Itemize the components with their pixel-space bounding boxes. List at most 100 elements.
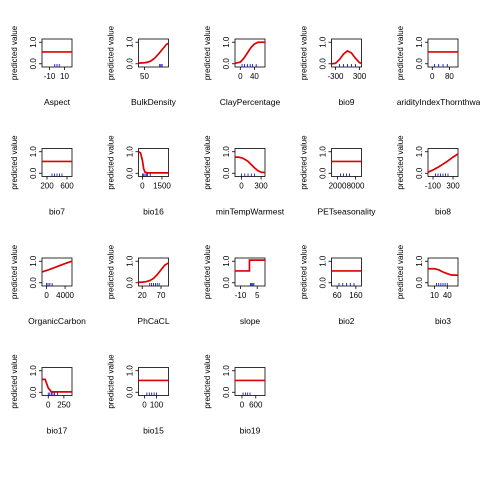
y-tick-label: 0.0 bbox=[126, 386, 135, 398]
y-tick-label: 1.0 bbox=[126, 365, 135, 377]
plot-frame bbox=[234, 148, 266, 177]
x-axis-label: bio17 bbox=[47, 426, 68, 436]
plot-frame bbox=[331, 38, 362, 68]
x-tick-label: 0 bbox=[142, 401, 147, 410]
response-curve bbox=[138, 262, 169, 284]
response-curve bbox=[235, 156, 266, 174]
plot-frame bbox=[234, 257, 266, 287]
x-tick-label: 600 bbox=[249, 401, 263, 410]
x-tick-label: -10 bbox=[235, 291, 247, 300]
x-tick-label: -300 bbox=[327, 72, 344, 81]
panel-17: predicted value 0.0 1.0 0 100 bio15 bbox=[107, 354, 169, 436]
panel-1: predicted value 0.0 1.0 -10 10 Aspect bbox=[10, 25, 73, 107]
x-tick-label: 0 bbox=[239, 182, 244, 191]
y-tick-label: 0.0 bbox=[222, 167, 231, 179]
y-axis-label: predicted value bbox=[10, 25, 19, 80]
y-tick-label: 0.0 bbox=[415, 277, 424, 289]
y-tick-label: 1.0 bbox=[29, 146, 38, 158]
y-tick-label: 0.0 bbox=[29, 167, 38, 179]
plot-frame bbox=[427, 148, 459, 177]
x-tick-label: 300 bbox=[254, 182, 268, 191]
panel-5: predicted value 0.0 1.0 0 80 aridityIndexThor… bbox=[396, 25, 480, 107]
plot-frame bbox=[138, 148, 169, 177]
y-tick-label: 1.0 bbox=[319, 36, 328, 48]
plot-frame bbox=[427, 38, 459, 68]
panel-10: predicted value 0.0 1.0 -100 300 bio8 bbox=[396, 135, 460, 217]
panel-18: predicted value 0.0 1.0 0 600 bio19 bbox=[203, 354, 266, 436]
response-curve bbox=[41, 260, 73, 273]
x-tick-label: 80 bbox=[445, 72, 454, 81]
y-axis-label: predicted value bbox=[396, 25, 405, 80]
y-tick-label: 0.0 bbox=[415, 58, 424, 70]
x-tick-label: 40 bbox=[250, 72, 259, 81]
y-tick-label: 1.0 bbox=[29, 365, 38, 377]
x-axis-label: bio16 bbox=[143, 207, 164, 217]
y-tick-label: 1.0 bbox=[126, 255, 135, 267]
x-axis-label: PhCaCL bbox=[137, 316, 169, 326]
panel-7: predicted value 0.0 1.0 0 1500 bio16 bbox=[107, 135, 172, 217]
x-tick-label: 100 bbox=[150, 401, 164, 410]
panel-9: predicted value 0.0 1.0 2000 8000 PETseasonal… bbox=[300, 135, 377, 217]
y-tick-label: 1.0 bbox=[222, 36, 231, 48]
y-tick-label: 0.0 bbox=[222, 386, 231, 398]
plot-frame bbox=[138, 367, 169, 396]
response-curve bbox=[427, 153, 459, 173]
panel-2: predicted value 0.0 1.0 50 BulkDensity bbox=[107, 25, 177, 107]
plot-frame bbox=[41, 148, 73, 177]
y-axis-label: predicted value bbox=[10, 135, 19, 190]
x-axis-label: Aspect bbox=[44, 97, 71, 107]
panel-4: predicted value 0.0 1.0 -300 300 bio9 bbox=[300, 25, 367, 107]
x-axis-label: bio2 bbox=[338, 316, 354, 326]
y-axis-label: predicted value bbox=[300, 244, 309, 299]
x-axis-label: PETseasonality bbox=[317, 207, 376, 217]
x-tick-label: 250 bbox=[57, 401, 71, 410]
x-tick-label: 300 bbox=[353, 72, 367, 81]
x-tick-label: 40 bbox=[443, 291, 452, 300]
x-tick-label: 2000 bbox=[329, 182, 347, 191]
x-tick-label: -10 bbox=[44, 72, 56, 81]
x-axis-label: bio19 bbox=[240, 426, 261, 436]
y-tick-label: 1.0 bbox=[126, 36, 135, 48]
x-tick-label: 10 bbox=[430, 291, 439, 300]
panel-15: predicted value 0.0 1.0 10 40 bio3 bbox=[396, 244, 459, 326]
y-axis-label: predicted value bbox=[203, 244, 212, 299]
x-axis-label: BulkDensity bbox=[131, 97, 177, 107]
response-curve bbox=[234, 41, 265, 65]
plot-frame bbox=[331, 257, 362, 287]
x-axis-label: aridityIndexThornthwaite bbox=[397, 97, 480, 107]
response-curve bbox=[428, 267, 459, 277]
y-tick-label: 1.0 bbox=[415, 255, 424, 267]
panel-13: predicted value 0.0 1.0 -10 5 slope bbox=[203, 244, 266, 326]
response-curve bbox=[331, 49, 362, 65]
y-tick-label: 0.0 bbox=[319, 58, 328, 70]
x-axis-label: bio7 bbox=[49, 207, 65, 217]
response-curve bbox=[138, 150, 169, 174]
x-tick-label: 1500 bbox=[153, 182, 171, 191]
x-tick-label: 160 bbox=[349, 291, 363, 300]
y-tick-label: 0.0 bbox=[415, 167, 424, 179]
y-axis-label: predicted value bbox=[203, 354, 212, 409]
y-axis-label: predicted value bbox=[203, 135, 212, 190]
plot-frame bbox=[234, 367, 266, 396]
plot-frame bbox=[41, 367, 73, 396]
y-tick-label: 0.0 bbox=[126, 277, 135, 289]
panel-6: predicted value 0.0 1.0 200 600 bio7 bbox=[10, 135, 74, 217]
x-axis-label: ClayPercentage bbox=[220, 97, 281, 107]
y-tick-label: 0.0 bbox=[29, 58, 38, 70]
y-axis-label: predicted value bbox=[203, 25, 212, 80]
x-tick-label: 5 bbox=[255, 291, 260, 300]
y-tick-label: 1.0 bbox=[222, 255, 231, 267]
panel-11: predicted value 0.0 1.0 0 4000 OrganicCarbon bbox=[10, 244, 86, 326]
x-tick-label: 0 bbox=[140, 182, 145, 191]
x-tick-label: 20 bbox=[138, 291, 147, 300]
x-tick-label: 300 bbox=[446, 182, 460, 191]
y-tick-label: 1.0 bbox=[415, 36, 424, 48]
x-tick-label: 50 bbox=[140, 72, 149, 81]
x-tick-label: 0 bbox=[44, 291, 49, 300]
y-axis-label: predicted value bbox=[300, 135, 309, 190]
y-tick-label: 0.0 bbox=[319, 277, 328, 289]
x-tick-label: 600 bbox=[60, 182, 74, 191]
x-axis-label: bio8 bbox=[435, 207, 451, 217]
y-tick-label: 1.0 bbox=[29, 255, 38, 267]
